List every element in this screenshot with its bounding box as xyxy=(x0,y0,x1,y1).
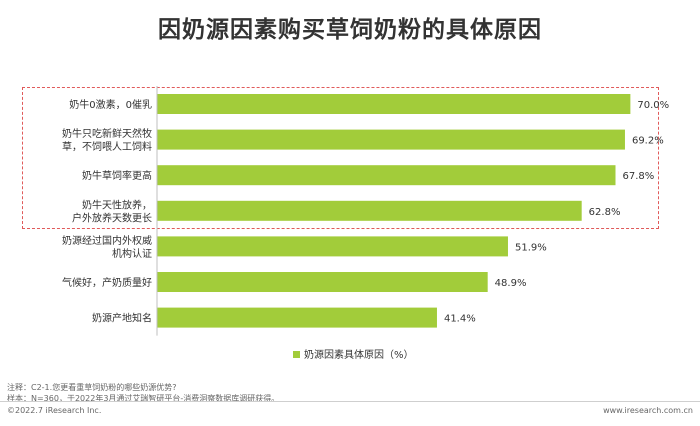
website-text: www.iresearch.com.cn xyxy=(603,406,693,415)
category-label: 气候好，产奶质量好 xyxy=(62,276,152,289)
category-label: 奶源经过国内外权威 xyxy=(62,234,152,247)
category-label: 奶源产地知名 xyxy=(92,312,152,325)
data-label: 48.9% xyxy=(495,278,527,289)
bar xyxy=(157,94,631,114)
bar xyxy=(157,272,488,292)
chart-title: 因奶源因素购买草饲奶粉的具体原因 xyxy=(158,17,542,43)
data-label: 70.0% xyxy=(637,100,669,111)
bar xyxy=(157,129,625,150)
copyright-text: ©2022.7 iResearch Inc. xyxy=(7,406,102,415)
category-label: 机构认证 xyxy=(112,247,152,260)
bar xyxy=(157,307,437,328)
legend-label: 奶源因素具体原因（%） xyxy=(304,348,414,361)
sample-text: 样本：N=360，于2022年3月通过艾瑞智研平台-消费洞察数据库调研获得。 xyxy=(7,394,280,403)
bar xyxy=(157,200,582,221)
category-label: 奶牛草饲率更高 xyxy=(82,169,152,182)
data-label: 67.8% xyxy=(622,171,654,182)
data-label: 41.4% xyxy=(444,314,476,325)
bar xyxy=(157,236,508,257)
legend-swatch xyxy=(293,351,300,358)
bar xyxy=(157,165,616,186)
data-label: 51.9% xyxy=(515,242,547,253)
category-label: 奶牛只吃新鲜天然牧 xyxy=(62,127,152,140)
footer-divider xyxy=(0,401,700,402)
category-label: 奶牛天性放养， xyxy=(82,198,152,211)
category-label: 奶牛0激素，0催乳 xyxy=(69,98,152,111)
category-label: 户外放养天数更长 xyxy=(72,211,152,224)
note-text: 注释：C2-1.您更看重草饲奶粉的哪些奶源优势? xyxy=(7,383,177,392)
data-label: 69.2% xyxy=(632,136,664,147)
highlight-box xyxy=(22,87,659,229)
category-label: 草，不饲喂人工饲料 xyxy=(62,140,152,153)
data-label: 62.8% xyxy=(589,207,621,218)
